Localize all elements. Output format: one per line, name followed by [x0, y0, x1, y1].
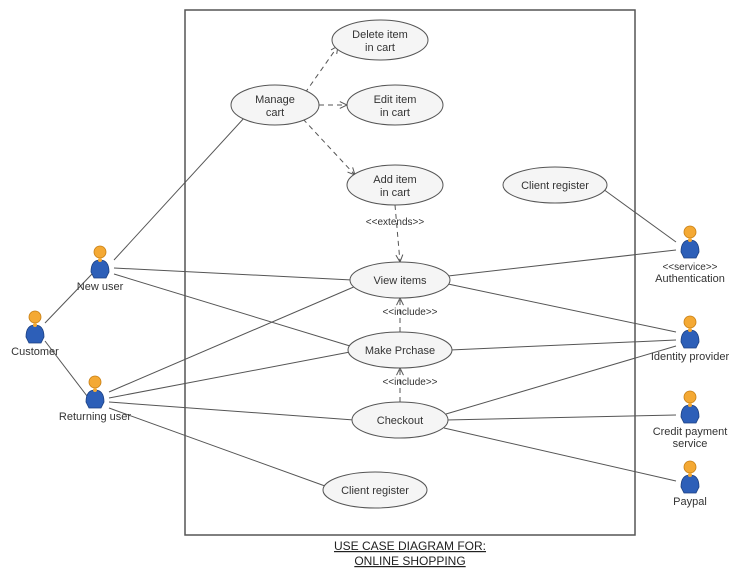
- usecase-edit: Edit itemin cart: [347, 85, 443, 125]
- actor-paypal: Paypal: [673, 461, 707, 508]
- usecase-add: Add itemin cart: [347, 165, 443, 205]
- usecase-label: Client register: [521, 180, 589, 192]
- actor-identity: Identity provider: [651, 316, 730, 363]
- usecase-label: Manage: [255, 94, 295, 106]
- actor-label: Returning user: [59, 411, 131, 423]
- usecase-label: in cart: [365, 42, 395, 54]
- usecase-label: Checkout: [377, 415, 423, 427]
- usecase-delete: Delete itemin cart: [332, 20, 428, 60]
- usecase-label: Make Prchase: [365, 345, 435, 357]
- usecase-view: View items: [350, 262, 450, 298]
- usecase-label: Client register: [341, 485, 409, 497]
- title-line1: USE CASE DIAGRAM FOR:: [334, 539, 486, 553]
- usecase-diagram: Delete itemin cartEdit itemin cartAdd it…: [0, 0, 740, 580]
- relationship-label: <<include>>: [382, 377, 437, 388]
- relationship-label: <<include>>: [382, 307, 437, 318]
- usecase-cregBot: Client register: [323, 472, 427, 508]
- actor-label: Paypal: [673, 496, 707, 508]
- usecase-checkout: Checkout: [352, 402, 448, 438]
- title-line2: ONLINE SHOPPING: [354, 554, 465, 568]
- actor-stereotype: <<service>>: [662, 262, 717, 273]
- actor-newuser: New user: [77, 246, 124, 293]
- diagram-title: USE CASE DIAGRAM FOR:ONLINE SHOPPING: [334, 539, 486, 568]
- actor-credit: Credit paymentservice: [653, 391, 728, 450]
- actor-label: Identity provider: [651, 351, 730, 363]
- usecase-label: View items: [374, 275, 427, 287]
- relationship-label: <<extends>>: [366, 217, 425, 228]
- usecase-label: in cart: [380, 107, 410, 119]
- actor-returning: Returning user: [59, 376, 131, 423]
- actor-customer: Customer: [11, 311, 59, 358]
- usecase-label: Delete item: [352, 29, 408, 41]
- usecase-label: Edit item: [374, 94, 417, 106]
- usecase-label: cart: [266, 107, 284, 119]
- actor-label: Customer: [11, 346, 59, 358]
- usecase-label: in cart: [380, 187, 410, 199]
- actor-label: New user: [77, 281, 124, 293]
- usecase-label: Add item: [373, 174, 416, 186]
- actor-label: service: [673, 438, 708, 450]
- actor-label: Credit payment: [653, 426, 728, 438]
- actor-label: Authentication: [655, 273, 725, 285]
- usecase-purchase: Make Prchase: [348, 332, 452, 368]
- usecase-cregTop: Client register: [503, 167, 607, 203]
- usecase-manage: Managecart: [231, 85, 319, 125]
